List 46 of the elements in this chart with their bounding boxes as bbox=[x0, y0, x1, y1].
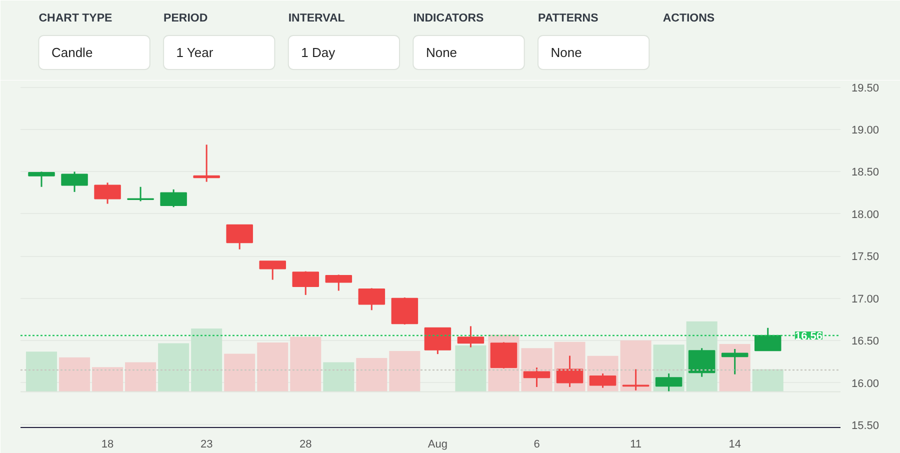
y-tick-label: 16.00 bbox=[852, 378, 880, 390]
candlestick bbox=[721, 348, 748, 376]
bar bbox=[158, 343, 190, 392]
text: Candle bbox=[51, 45, 93, 60]
bar bbox=[323, 362, 354, 392]
y-tick-label: 19.00 bbox=[852, 124, 880, 136]
y-tick-label: 15.50 bbox=[852, 420, 880, 432]
text: 1 Year bbox=[176, 45, 214, 60]
x-tick-label: 11 bbox=[630, 438, 642, 450]
y-tick-label: 17.50 bbox=[852, 251, 880, 264]
text: INDICATORS bbox=[413, 12, 484, 24]
y-tick-label: 18.50 bbox=[852, 166, 880, 179]
bar bbox=[26, 352, 58, 392]
y-tick-label: 19.50 bbox=[852, 82, 880, 94]
text: None bbox=[550, 45, 582, 60]
bar bbox=[290, 336, 322, 392]
text: None bbox=[426, 45, 458, 60]
ref-line-label: 16.56 bbox=[794, 330, 823, 342]
text: INTERVAL bbox=[288, 12, 345, 24]
text: PATTERNS bbox=[538, 12, 599, 24]
candlestick bbox=[127, 186, 154, 202]
text: CHART TYPE bbox=[38, 12, 113, 24]
text: 1 Day bbox=[301, 45, 336, 60]
x-tick-label: 23 bbox=[200, 438, 213, 450]
bar bbox=[257, 342, 288, 392]
text: ACTIONS bbox=[662, 12, 715, 24]
bar bbox=[92, 367, 124, 392]
x-tick-label: Aug bbox=[428, 438, 448, 450]
bar bbox=[389, 350, 420, 392]
bar bbox=[620, 340, 652, 392]
x-tick-label: 18 bbox=[101, 438, 114, 450]
text: PERIOD bbox=[164, 12, 208, 24]
bar bbox=[356, 358, 388, 392]
bar bbox=[752, 369, 784, 392]
y-tick-label: 17.00 bbox=[852, 293, 880, 306]
bar bbox=[191, 328, 222, 392]
bar bbox=[224, 354, 256, 392]
x-tick-label: 14 bbox=[728, 438, 741, 450]
y-tick-label: 16.50 bbox=[852, 336, 880, 348]
x-tick-label: 28 bbox=[300, 438, 312, 450]
candlestick bbox=[193, 144, 220, 183]
x-tick-label: 6 bbox=[534, 438, 540, 450]
y-tick-label: 18.00 bbox=[852, 208, 880, 221]
bar bbox=[58, 357, 90, 392]
candlestick bbox=[28, 170, 55, 188]
bar bbox=[125, 362, 156, 392]
